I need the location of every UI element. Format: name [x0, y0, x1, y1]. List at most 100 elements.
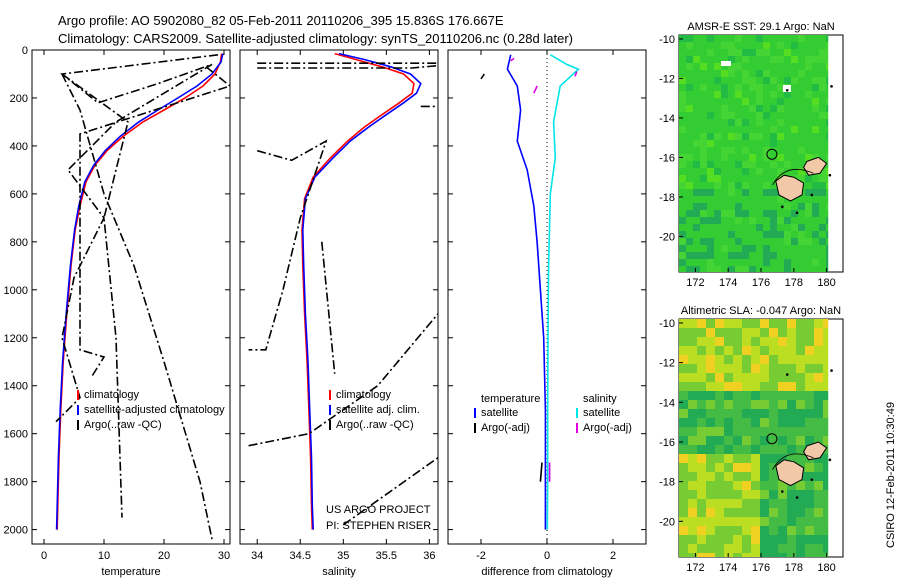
amsr_sst-grid-cell: [693, 161, 700, 168]
altimetric_sla-grid-cell: [751, 373, 760, 382]
altimetric_sla-grid-cell: [769, 337, 778, 346]
altimetric_sla-grid-cell: [805, 463, 814, 472]
amsr_sst-grid-cell: [791, 154, 798, 161]
altimetric_sla-grid-cell: [679, 427, 688, 436]
amsr_sst-grid-cell: [749, 196, 756, 203]
amsr_sst-grid-cell: [749, 231, 756, 238]
amsr_sst-grid-cell: [686, 210, 693, 217]
salinity-xtick-label: 35.5: [376, 550, 397, 562]
amsr_sst-grid-cell: [679, 203, 686, 210]
amsr_sst-grid-cell: [679, 252, 686, 259]
altimetric_sla-grid-cell: [796, 328, 805, 337]
amsr_sst-grid-cell: [693, 210, 700, 217]
altimetric_sla-grid-cell: [751, 391, 760, 400]
altimetric_sla-grid-cell: [814, 337, 823, 346]
temperature-series-argo_c: [61, 73, 213, 540]
amsr_sst-small-island: [828, 173, 832, 177]
altimetric_sla-grid-cell: [742, 319, 751, 328]
amsr_sst-grid-cell: [784, 133, 791, 140]
amsr_sst-grid-cell: [819, 91, 826, 98]
altimetric_sla-grid-cell: [823, 472, 829, 481]
altimetric_sla-grid-cell: [697, 436, 706, 445]
amsr_sst-grid-cell: [735, 217, 742, 224]
amsr_sst-grid-cell: [770, 77, 777, 84]
altimetric_sla-grid-cell: [715, 427, 724, 436]
amsr_sst-grid-cell: [721, 203, 728, 210]
amsr_sst-grid-cell: [763, 49, 770, 56]
altimetric_sla-grid-cell: [814, 328, 823, 337]
amsr_sst-grid-cell: [770, 266, 777, 272]
amsr_sst-grid-cell: [686, 133, 693, 140]
altimetric_sla-grid-cell: [814, 481, 823, 490]
amsr_sst-grid-cell: [777, 210, 784, 217]
temperature-ytick-label: 200: [10, 93, 28, 105]
amsr_sst-grid-cell: [749, 119, 756, 126]
amsr_sst-grid-cell: [693, 224, 700, 231]
amsr_sst-grid-cell: [686, 105, 693, 112]
amsr_sst-grid-cell: [812, 42, 819, 49]
amsr_sst-grid-cell: [742, 119, 749, 126]
amsr_sst-ytick-label: -18: [659, 192, 675, 204]
amsr_sst-grid-cell: [749, 175, 756, 182]
altimetric_sla-grid-cell: [787, 517, 796, 526]
altimetric_sla-grid-cell: [706, 535, 715, 544]
amsr_sst-grid-cell: [679, 266, 686, 272]
amsr_sst-grid-cell: [686, 56, 693, 63]
altimetric_sla-grid-cell: [787, 373, 796, 382]
temperature-series-group: [55, 53, 230, 540]
altimetric_sla-grid-cell: [724, 535, 733, 544]
altimetric_sla-grid-cell: [805, 517, 814, 526]
amsr_sst-grid-cell: [735, 231, 742, 238]
amsr_sst-small-island: [781, 205, 784, 209]
altimetric_sla-grid-cell: [760, 445, 769, 454]
temperature-ytick-label: 1800: [4, 477, 28, 489]
amsr_sst-grid-cell: [791, 266, 798, 272]
diff-legend-label: Argo(-adj): [583, 422, 632, 434]
project-label: US ARGO PROJECT: [326, 504, 431, 516]
amsr_sst-grid-cell: [777, 112, 784, 119]
amsr_sst-grid-cell: [798, 210, 805, 217]
amsr_sst-grid-cell: [693, 35, 700, 42]
altimetric_sla-grid-cell: [733, 445, 742, 454]
salinity-legend-label: climatology: [336, 389, 392, 401]
altimetric_sla-grid-cell: [706, 337, 715, 346]
amsr_sst-grid-cell: [763, 98, 770, 105]
amsr_sst-small-island: [795, 211, 799, 215]
altimetric_sla-grid-cell: [715, 544, 724, 553]
altimetric_sla-grid-cell: [706, 319, 715, 328]
amsr_sst-grid-cell: [819, 42, 826, 49]
altimetric_sla-grid-cell: [688, 454, 697, 463]
salinity-series-argo_g: [342, 457, 438, 526]
amsr_sst-grid-cell: [721, 119, 728, 126]
amsr_sst-grid-cell: [819, 49, 826, 56]
timestamp-stamp: CSIRO 12-Feb-2011 10:30:49: [885, 402, 897, 548]
amsr_sst-grid-cell: [770, 56, 777, 63]
amsr_sst-grid-cell: [735, 84, 742, 91]
amsr_sst-grid-cell: [777, 203, 784, 210]
altimetric_sla-grid-cell: [679, 364, 688, 373]
amsr_sst-grid-cell: [777, 217, 784, 224]
altimetric_sla-grid-cell: [760, 526, 769, 535]
amsr_sst-grid-cell: [805, 252, 812, 259]
amsr_sst-grid-cell: [707, 231, 714, 238]
altimetric_sla-grid-cell: [697, 328, 706, 337]
amsr_sst-ytick-label: -14: [659, 113, 675, 125]
amsr_sst-grid-cell: [826, 175, 829, 182]
amsr_sst-grid-cell: [686, 98, 693, 105]
amsr_sst-grid-cell: [714, 238, 721, 245]
altimetric_sla-grid-cell: [724, 526, 733, 535]
altimetric_sla-grid-cell: [796, 418, 805, 427]
diff-legend-title-salinity: salinity: [583, 393, 617, 405]
amsr_sst-ytick-label: -10: [659, 34, 675, 46]
altimetric_sla-grid-cell: [787, 319, 796, 328]
altimetric_sla-grid-cell: [823, 418, 829, 427]
amsr_sst-grid-cell: [826, 84, 829, 91]
altimetric_sla-grid-cell: [751, 472, 760, 481]
altimetric_sla-grid-cell: [796, 517, 805, 526]
altimetric_sla-grid-cell: [742, 373, 751, 382]
altimetric_sla-grid-cell: [769, 508, 778, 517]
altimetric_sla-grid-cell: [796, 391, 805, 400]
amsr_sst-grid-cell: [777, 140, 784, 147]
altimetric_sla-grid-cell: [715, 409, 724, 418]
amsr_sst-grid-cell: [686, 203, 693, 210]
